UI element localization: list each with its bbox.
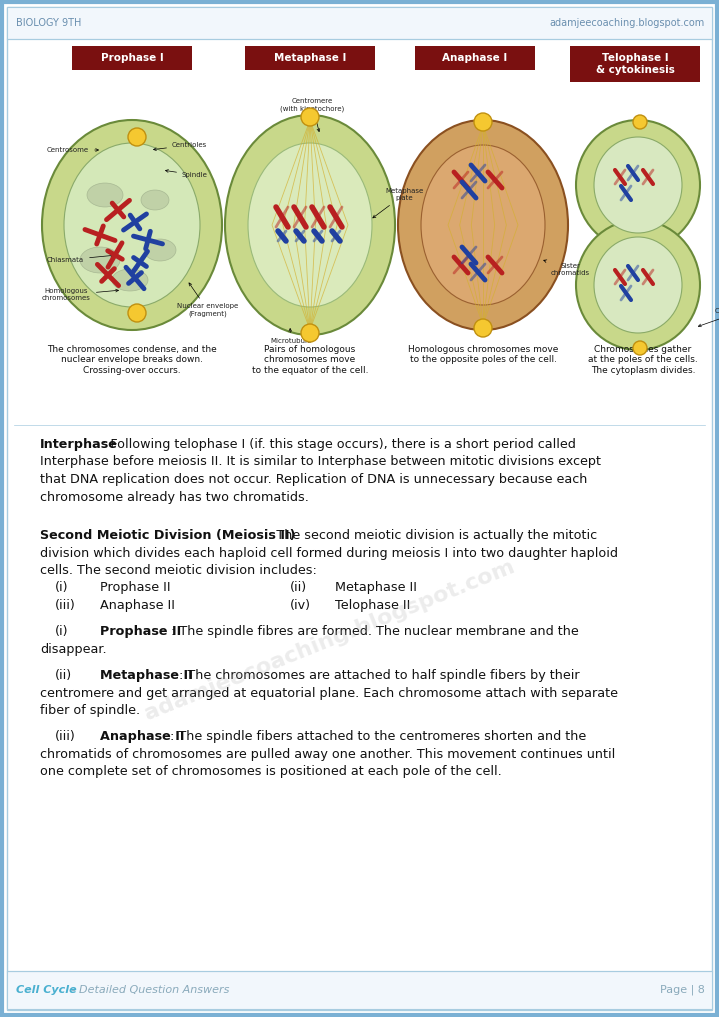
Text: centromere and get arranged at equatorial plane. Each chromosome attach with sep: centromere and get arranged at equatoria… (40, 686, 618, 700)
Circle shape (474, 113, 492, 131)
Text: Spindle: Spindle (165, 170, 208, 178)
Ellipse shape (64, 143, 200, 307)
Text: Metaphase I: Metaphase I (274, 53, 346, 63)
Text: Prophase II: Prophase II (100, 625, 181, 639)
FancyBboxPatch shape (245, 46, 375, 70)
Text: cells. The second meiotic division includes:: cells. The second meiotic division inclu… (40, 564, 317, 577)
Text: (iv): (iv) (290, 599, 311, 612)
Ellipse shape (112, 270, 148, 291)
Ellipse shape (248, 143, 372, 307)
Text: chromatids of chromosomes are pulled away one another. This movement continues u: chromatids of chromosomes are pulled awa… (40, 747, 615, 761)
Text: Prophase I: Prophase I (101, 53, 163, 63)
Circle shape (633, 341, 647, 355)
Circle shape (128, 128, 146, 146)
Text: adamjeecoaching.blogspot.com: adamjeecoaching.blogspot.com (550, 18, 705, 28)
Text: Anaphase II: Anaphase II (100, 730, 185, 743)
Text: Homologous
chromosomes: Homologous chromosomes (42, 289, 119, 301)
Ellipse shape (594, 237, 682, 333)
Text: Metaphase II: Metaphase II (100, 669, 193, 682)
Text: fiber of spindle.: fiber of spindle. (40, 704, 140, 717)
Text: - Detailed Question Answers: - Detailed Question Answers (68, 985, 229, 995)
Text: Interphase: Interphase (40, 438, 118, 451)
Ellipse shape (80, 247, 120, 273)
Text: (i): (i) (55, 582, 68, 595)
Text: Chiasmata: Chiasmata (47, 254, 114, 263)
Ellipse shape (144, 239, 176, 261)
Ellipse shape (87, 183, 123, 207)
FancyBboxPatch shape (7, 7, 712, 39)
Ellipse shape (225, 115, 395, 335)
Text: disappear.: disappear. (40, 643, 106, 656)
Text: Cleavage furrow: Cleavage furrow (698, 307, 719, 326)
Text: Metaphase
plate: Metaphase plate (373, 188, 423, 218)
Text: : The second meiotic division is actually the mitotic: : The second meiotic division is actuall… (268, 529, 597, 542)
Text: (iii): (iii) (55, 599, 75, 612)
Text: Telophase II: Telophase II (335, 599, 411, 612)
FancyBboxPatch shape (415, 46, 535, 70)
FancyBboxPatch shape (7, 971, 712, 1009)
Text: Centromere
(with kinetochore): Centromere (with kinetochore) (280, 98, 344, 131)
Text: Centrioles: Centrioles (154, 142, 207, 151)
Text: Centrosome: Centrosome (47, 147, 99, 153)
Text: : The spindle fibers attached to the centromeres shorten and the: : The spindle fibers attached to the cen… (170, 730, 586, 743)
Circle shape (128, 304, 146, 322)
Ellipse shape (594, 137, 682, 233)
Circle shape (301, 324, 319, 342)
Text: Nuclear envelope
(Fragment): Nuclear envelope (Fragment) (177, 283, 238, 316)
Text: (i): (i) (55, 625, 68, 639)
Text: Anaphase I: Anaphase I (442, 53, 508, 63)
Text: Second Meiotic Division (Meiosis II): Second Meiotic Division (Meiosis II) (40, 529, 296, 542)
Text: Pairs of homologous
chromosomes move
to the equator of the cell.: Pairs of homologous chromosomes move to … (252, 345, 368, 375)
Text: Prophase II: Prophase II (100, 582, 170, 595)
Ellipse shape (576, 120, 700, 250)
Ellipse shape (576, 220, 700, 350)
Circle shape (474, 319, 492, 337)
FancyBboxPatch shape (570, 46, 700, 82)
FancyBboxPatch shape (7, 7, 712, 1010)
Text: (ii): (ii) (55, 669, 72, 682)
Text: Homologous chromosomes move
to the opposite poles of the cell.: Homologous chromosomes move to the oppos… (408, 345, 558, 364)
Text: Interphase before meiosis II. It is similar to Interphase between mitotic divisi: Interphase before meiosis II. It is simi… (40, 456, 601, 469)
Text: Anaphase II: Anaphase II (100, 599, 175, 612)
Circle shape (633, 115, 647, 129)
Text: Cell Cycle: Cell Cycle (16, 985, 77, 995)
Text: Page | 8: Page | 8 (660, 984, 705, 996)
Text: adamjeecoaching.blogspot.com: adamjeecoaching.blogspot.com (142, 556, 518, 724)
Text: : The chromosomes are attached to half spindle fibers by their: : The chromosomes are attached to half s… (179, 669, 580, 682)
FancyBboxPatch shape (72, 46, 192, 70)
Text: : Following telophase I (if. this stage occurs), there is a short period called: : Following telophase I (if. this stage … (102, 438, 576, 451)
Ellipse shape (42, 120, 222, 330)
Text: (iii): (iii) (55, 730, 75, 743)
Text: : The spindle fibres are formed. The nuclear membrane and the: : The spindle fibres are formed. The nuc… (171, 625, 579, 639)
Text: Chromosomes gather
at the poles of the cells.
The cytoplasm divides.: Chromosomes gather at the poles of the c… (588, 345, 698, 375)
Text: The chromosomes condense, and the
nuclear envelope breaks down.
Crossing-over oc: The chromosomes condense, and the nuclea… (47, 345, 217, 375)
Text: Sister
chromatids: Sister chromatids (544, 260, 590, 276)
Ellipse shape (421, 145, 545, 305)
Text: chromosome already has two chromatids.: chromosome already has two chromatids. (40, 490, 309, 503)
Text: BIOLOGY 9TH: BIOLOGY 9TH (16, 18, 81, 28)
Text: one complete set of chromosomes is positioned at each pole of the cell.: one complete set of chromosomes is posit… (40, 765, 502, 778)
Text: Metaphase II: Metaphase II (335, 582, 417, 595)
Text: that DNA replication does not occur. Replication of DNA is unnecessary because e: that DNA replication does not occur. Rep… (40, 473, 587, 486)
Circle shape (301, 108, 319, 126)
Ellipse shape (141, 190, 169, 210)
Text: (ii): (ii) (290, 582, 307, 595)
Ellipse shape (398, 120, 568, 330)
Text: division which divides each haploid cell formed during meiosis I into two daught: division which divides each haploid cell… (40, 546, 618, 559)
Text: Microtubule: Microtubule (270, 328, 311, 344)
Text: Telophase I
& cytokinesis: Telophase I & cytokinesis (595, 53, 674, 75)
